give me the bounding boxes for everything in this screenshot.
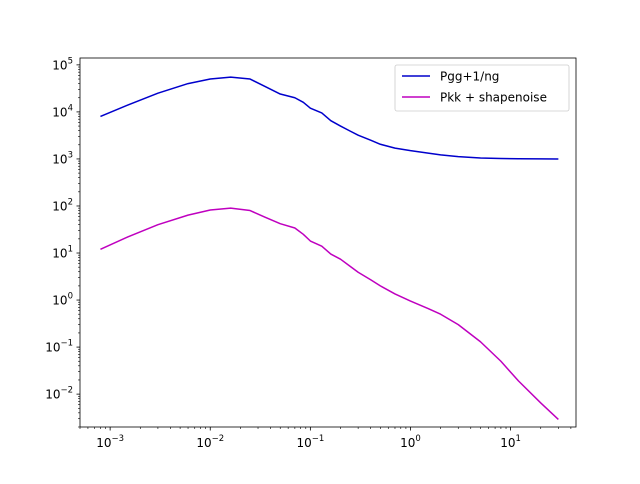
series-line-pgg bbox=[100, 76, 559, 160]
y-tick-label: 10−1 bbox=[45, 339, 73, 355]
y-tick-label: 10−2 bbox=[45, 386, 73, 402]
y-tick-label: 105 bbox=[52, 56, 73, 72]
y-tick-label: 103 bbox=[52, 150, 73, 166]
legend-label-pkk: Pkk + shapenoise bbox=[440, 91, 547, 105]
plot-lines bbox=[100, 76, 559, 420]
x-axis: 10−3 10−2 10−1 100 101 bbox=[79, 427, 572, 450]
y-tick-label: 102 bbox=[52, 197, 73, 213]
x-tick-label: 10−3 bbox=[96, 434, 124, 450]
x-tick-label: 100 bbox=[400, 434, 421, 450]
x-tick-label: 101 bbox=[500, 434, 521, 450]
x-tick-label: 10−2 bbox=[196, 434, 224, 450]
x-tick-label: 10−1 bbox=[296, 434, 324, 450]
legend-label-pgg: Pgg+1/ng bbox=[440, 70, 499, 84]
y-tick-label: 100 bbox=[52, 292, 73, 308]
plot-frame bbox=[79, 57, 577, 428]
legend: Pgg+1/ng Pkk + shapenoise bbox=[394, 64, 570, 112]
y-tick-label: 101 bbox=[52, 245, 73, 261]
legend-box bbox=[394, 64, 570, 112]
y-tick-label: 104 bbox=[52, 103, 73, 119]
y-axis: 10−2 10−1 100 101 102 103 104 105 bbox=[45, 56, 80, 428]
series-line-pkk bbox=[100, 207, 559, 420]
